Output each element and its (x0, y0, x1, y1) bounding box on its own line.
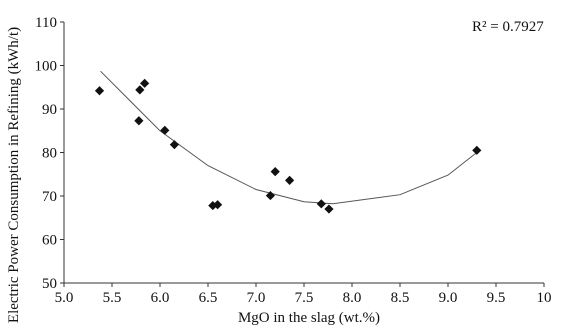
data-point-marker (285, 175, 295, 185)
x-tick-label: 6.5 (199, 290, 218, 306)
y-tick-label: 70 (42, 189, 57, 205)
y-tick-label: 80 (42, 146, 57, 162)
x-tick-label: 8.0 (343, 290, 362, 306)
y-tick-label: 60 (42, 233, 57, 249)
y-tick-label: 90 (42, 102, 57, 118)
y-tick-label: 110 (35, 15, 57, 31)
data-point-marker (135, 85, 145, 95)
x-tick-label: 6.0 (151, 290, 170, 306)
x-tick-label: 7.5 (295, 290, 314, 306)
y-axis-title: Electric Power Consumption in Refining (… (6, 27, 22, 323)
data-point-marker (134, 116, 144, 126)
data-points (94, 78, 482, 214)
x-tick-label: 8.5 (391, 290, 410, 306)
x-tick-label: 9.0 (439, 290, 458, 306)
data-point-marker (160, 125, 170, 135)
data-point-marker (316, 199, 326, 209)
data-point-marker (270, 167, 280, 177)
r-squared-annotation: R² = 0.7927 (472, 19, 544, 35)
data-point-marker (213, 200, 223, 210)
data-point-marker (265, 190, 275, 201)
data-point-marker (472, 145, 482, 155)
y-axis-ticks: 50 60 70 80 90 100 110 (35, 15, 64, 292)
data-point-marker (94, 86, 105, 96)
y-tick-label: 100 (35, 59, 58, 75)
data-point-marker (324, 204, 334, 214)
x-axis-ticks: 5.0 5.5 6.0 6.5 7.0 7.5 8.0 8.5 9.0 9.5 10 (55, 283, 552, 306)
y-tick-label: 50 (42, 276, 57, 292)
x-tick-label: 9.5 (487, 290, 506, 306)
x-tick-label: 5.5 (103, 290, 122, 306)
x-tick-label: 5.0 (55, 290, 74, 306)
x-tick-label: 10 (537, 290, 552, 306)
x-tick-label: 7.0 (247, 290, 266, 306)
x-axis-title: MgO in the slag (wt.%) (238, 310, 380, 326)
axes (63, 22, 544, 284)
data-point-marker (169, 140, 179, 150)
data-point-marker (140, 78, 150, 88)
